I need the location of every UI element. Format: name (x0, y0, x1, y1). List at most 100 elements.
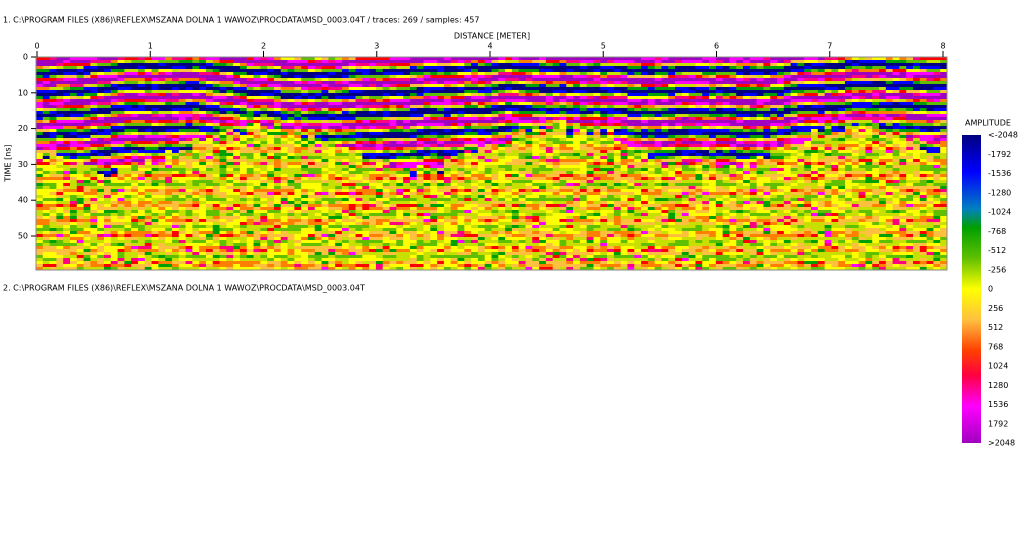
radargram-cell (110, 240, 118, 244)
radargram-cell (273, 201, 282, 205)
radargram-cell (471, 120, 479, 124)
radargram-cell (36, 258, 44, 262)
radargram-cell (505, 144, 513, 148)
radargram-cell (63, 150, 71, 154)
radargram-cell (307, 180, 316, 184)
radargram-cell (42, 186, 50, 190)
radargram-cell (457, 165, 465, 169)
radargram-cell (226, 81, 234, 85)
radargram-cell (280, 264, 288, 268)
radargram-cell (477, 216, 486, 220)
radargram-cell (226, 123, 234, 127)
radargram-cell (321, 222, 329, 226)
radargram-cell (144, 126, 152, 130)
radargram-cell (246, 78, 254, 82)
radargram-cell (110, 237, 118, 241)
radargram-cell (409, 93, 418, 97)
radargram-cell (335, 186, 343, 190)
radargram-cell (491, 255, 499, 259)
radargram-cell (471, 177, 479, 181)
radargram-cell (165, 261, 173, 265)
radargram-cell (430, 126, 438, 130)
radargram-cell (355, 87, 363, 91)
radargram-cell (205, 213, 214, 217)
radargram-cell (212, 240, 220, 244)
radargram-cell (253, 189, 261, 193)
radargram-cell (498, 132, 506, 136)
radargram-cell (42, 153, 50, 157)
radargram-cell (151, 213, 159, 217)
radargram-cell (103, 60, 112, 64)
radargram-cell (457, 246, 465, 250)
radargram-cell (63, 69, 71, 73)
radargram-cell (219, 189, 227, 193)
radargram-cell (131, 228, 139, 232)
radargram-cell (287, 264, 295, 268)
radargram-cell (409, 129, 418, 133)
radargram-cell (443, 234, 452, 238)
radargram-cell (205, 153, 214, 157)
radargram-cell (103, 228, 112, 232)
radargram-cell (199, 246, 207, 250)
radargram-cell (464, 180, 472, 184)
radargram-cell (341, 162, 350, 166)
radargram-cell (36, 123, 44, 127)
radargram-cell (450, 228, 458, 232)
radargram-cell (83, 240, 91, 244)
radargram-cell (69, 201, 78, 205)
radargram-cell (389, 195, 397, 199)
radargram-cell (185, 102, 193, 106)
radargram-cell (464, 234, 472, 238)
radargram-cell (484, 84, 492, 88)
radargram-cell (253, 225, 261, 229)
radargram-cell (36, 69, 44, 73)
radargram-cell (464, 153, 472, 157)
radargram-cell (396, 81, 404, 85)
radargram-cell (253, 216, 261, 220)
radargram-cell (437, 186, 445, 190)
radargram-cell (63, 210, 71, 214)
radargram-cell (328, 228, 336, 232)
radargram-cell (443, 153, 452, 157)
radargram-cell (389, 63, 397, 67)
radargram-cell (328, 120, 336, 124)
radargram-cell (97, 267, 105, 271)
radargram-cell (471, 240, 479, 244)
radargram-cell (369, 183, 377, 187)
radargram-cell (382, 75, 390, 79)
radargram-cell (239, 231, 248, 235)
radargram-cell (294, 72, 302, 76)
radargram-cell (42, 87, 50, 91)
radargram-cell (42, 57, 50, 61)
radargram-cell (491, 168, 499, 172)
radargram-cell (471, 225, 479, 229)
radargram-cell (348, 213, 356, 217)
radargram-cell (307, 117, 316, 121)
radargram-cell (294, 57, 302, 61)
radargram-cell (430, 135, 438, 139)
radargram-cell (69, 75, 78, 79)
radargram-cell (287, 249, 295, 253)
radargram-cell (144, 189, 152, 193)
radargram-cell (464, 126, 472, 130)
radargram-cell (505, 252, 513, 256)
radargram-cell (341, 183, 350, 187)
radargram-cell (457, 231, 465, 235)
radargram-cell (103, 72, 112, 76)
radargram-cell (226, 213, 234, 217)
radargram-cell (49, 201, 57, 205)
radargram-cell (403, 120, 411, 124)
radargram-cell (403, 159, 411, 163)
radargram-cell (471, 192, 479, 196)
radargram-cell (165, 243, 173, 247)
radargram-cell (56, 168, 64, 172)
radargram-cell (158, 93, 166, 97)
radargram-cell (307, 210, 316, 214)
radargram-cell (63, 111, 71, 115)
radargram-cell (348, 150, 356, 154)
radargram-cell (437, 195, 445, 199)
radargram-cell (83, 102, 91, 106)
radargram-cell (219, 147, 227, 151)
radargram-cell (36, 150, 44, 154)
radargram-cell (171, 261, 180, 265)
